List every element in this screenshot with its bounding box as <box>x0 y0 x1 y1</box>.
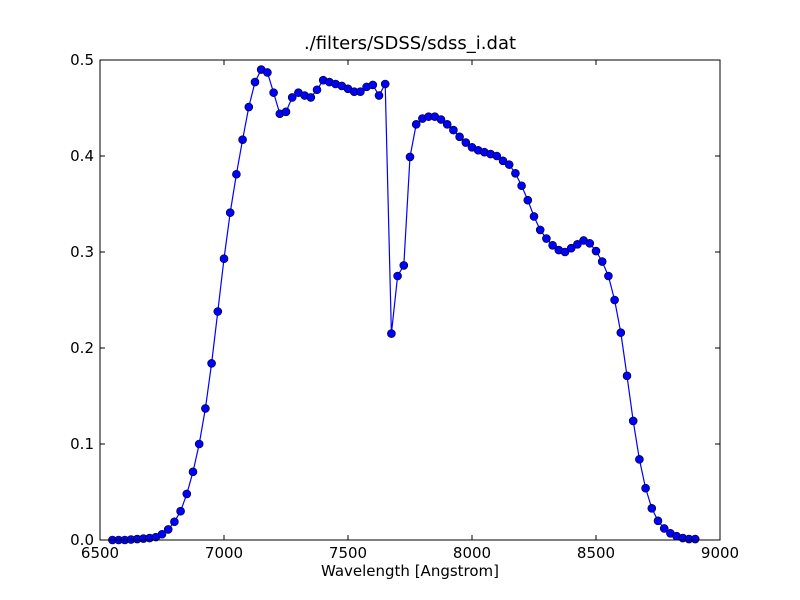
data-point <box>659 524 669 533</box>
data-point <box>573 240 582 249</box>
data-point <box>374 91 384 100</box>
data-point <box>163 525 173 534</box>
data-point <box>213 307 223 316</box>
tick-labels: 6500 7000 7500 8000 8500 9000 0.0 0.1 0.2 0.3 0.4 0… <box>70 51 739 562</box>
x-axis-label: Wavelength [Angstrom] <box>321 562 499 580</box>
data-point <box>263 68 272 77</box>
data-point <box>238 135 247 144</box>
data-point <box>269 88 278 97</box>
data-point <box>653 516 663 526</box>
data-point <box>622 371 632 381</box>
data-point <box>641 483 650 493</box>
data-point <box>504 160 514 169</box>
data-point <box>597 257 607 266</box>
data-point <box>170 517 179 527</box>
data-point <box>628 416 638 426</box>
data-point <box>610 295 619 305</box>
x-tick-label: 6500 <box>81 544 119 562</box>
series-group <box>108 65 700 545</box>
data-point <box>566 243 576 253</box>
data-point <box>182 489 192 499</box>
data-point <box>176 506 185 516</box>
data-point <box>535 225 545 235</box>
data-point <box>690 534 700 544</box>
x-tick-label: 8500 <box>577 544 615 562</box>
data-point <box>356 87 365 96</box>
data-point <box>225 208 235 217</box>
data-point <box>511 168 520 178</box>
data-point <box>517 181 526 191</box>
data-point <box>368 80 378 90</box>
data-point <box>250 77 260 87</box>
data-point <box>393 271 402 281</box>
data-point <box>306 93 316 102</box>
data-point <box>157 529 167 539</box>
data-point <box>542 234 551 243</box>
data-point <box>244 102 254 112</box>
data-point <box>523 195 533 205</box>
plot-frame <box>99 59 721 541</box>
data-point <box>232 169 241 179</box>
data-point <box>436 115 446 124</box>
x-tick-label: 9000 <box>701 544 739 562</box>
data-point <box>399 261 409 270</box>
data-point <box>585 239 595 248</box>
data-point <box>281 107 291 117</box>
data-point <box>647 504 657 513</box>
x-tick-label: 8000 <box>453 544 491 562</box>
data-point <box>405 152 415 162</box>
data-point <box>380 79 390 89</box>
y-tick-label: 0.0 <box>70 531 94 549</box>
data-point <box>312 85 322 95</box>
data-point <box>387 329 396 338</box>
data-point <box>219 254 229 264</box>
y-tick-label: 0.5 <box>70 51 94 69</box>
y-tick-label: 0.3 <box>70 243 94 261</box>
data-point <box>529 212 539 221</box>
data-point <box>188 467 198 477</box>
data-point <box>442 120 452 129</box>
data-point <box>604 271 613 281</box>
data-point <box>635 455 644 464</box>
data-point <box>461 138 471 147</box>
data-point <box>411 120 421 129</box>
data-point <box>560 247 570 257</box>
data-point <box>548 240 557 250</box>
y-tick-label: 0.1 <box>70 435 94 453</box>
data-point <box>449 125 458 135</box>
data-point <box>616 328 626 337</box>
y-tick-label: 0.4 <box>70 147 94 165</box>
y-tick-label: 0.2 <box>70 339 94 357</box>
data-point <box>591 246 601 256</box>
chart-title: ./filters/SDSS/sdss_i.dat <box>304 33 516 54</box>
data-point <box>498 156 508 166</box>
data-point <box>455 132 464 142</box>
data-point <box>207 359 216 368</box>
x-tick-label: 7500 <box>329 544 367 562</box>
x-tick-label: 7000 <box>205 544 243 562</box>
data-point <box>287 93 297 102</box>
data-point <box>201 404 210 413</box>
data-point <box>194 439 204 449</box>
data-point <box>492 151 502 161</box>
